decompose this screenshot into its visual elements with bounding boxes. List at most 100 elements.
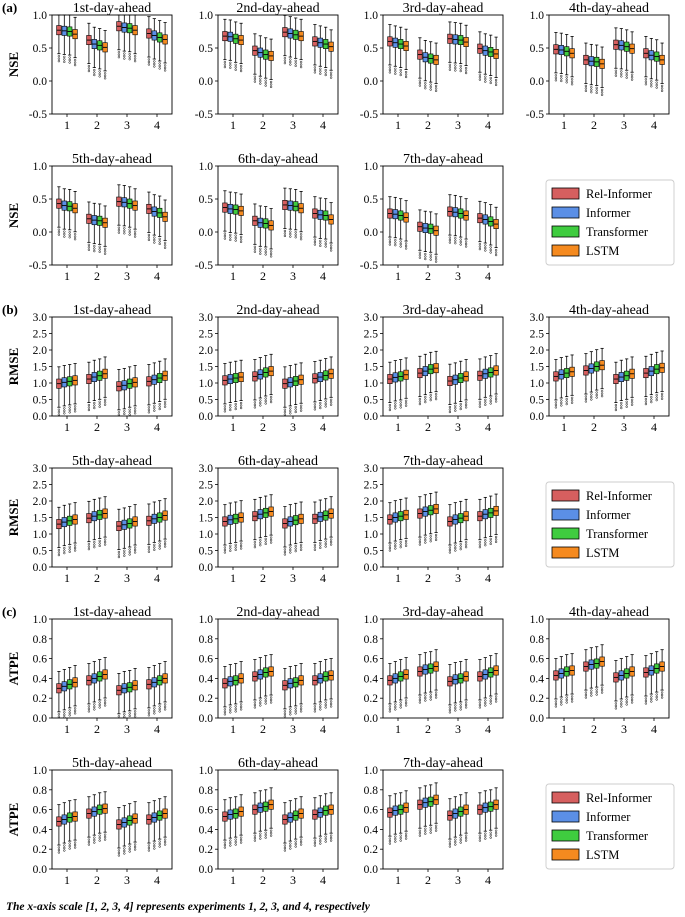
outlier-point	[614, 403, 618, 407]
outlier-point	[660, 87, 664, 90]
box-relinformer-exp1	[553, 359, 559, 409]
outlier-point	[614, 702, 618, 705]
x-tick-label: 4	[154, 269, 160, 283]
box-relinformer-exp3	[447, 504, 453, 554]
box-relinformer-exp3	[282, 668, 288, 718]
outlier-point	[324, 68, 327, 72]
outlier-point	[93, 245, 96, 248]
box-relinformer-exp4	[312, 361, 318, 411]
legend-swatch	[551, 508, 580, 521]
outlier-point	[123, 849, 126, 853]
x-tick-label: 1	[230, 722, 236, 736]
box-relinformer-exp3	[282, 187, 288, 238]
box-transformer-exp2	[97, 497, 103, 547]
box-informer-exp4	[317, 25, 323, 75]
box-relinformer-exp4	[477, 659, 483, 709]
box-informer-exp2	[422, 494, 428, 544]
box-transformer-exp4	[157, 20, 163, 70]
box-relinformer-exp4	[643, 36, 649, 86]
outlier-point	[299, 407, 303, 410]
outlier-point	[234, 66, 237, 69]
outlier-point	[128, 228, 131, 231]
outlier-point	[299, 61, 303, 64]
box-transformer-exp1	[398, 198, 404, 248]
y-tick-label: 1.0	[199, 614, 214, 626]
outlier-point	[478, 73, 482, 76]
y-tick-label: 0.0	[199, 76, 214, 88]
outlier-point	[650, 697, 653, 701]
outlier-point	[57, 57, 61, 60]
outlier-point	[253, 836, 257, 840]
x-tick-label: 2	[425, 571, 431, 585]
outlier-point	[57, 408, 61, 411]
x-tick-label: 1	[395, 420, 401, 434]
box-transformer-exp3	[293, 665, 299, 715]
outlier-point	[223, 410, 227, 413]
box-transformer-exp4	[157, 195, 163, 245]
outlier-point	[117, 229, 121, 232]
outlier-point	[329, 71, 333, 74]
box-relinformer-exp2	[583, 649, 589, 699]
outlier-point	[313, 707, 317, 711]
y-tick-label: 1.0	[364, 161, 379, 173]
outlier-point	[63, 846, 66, 850]
outlier-point	[565, 402, 568, 406]
box-informer-exp1	[61, 504, 67, 555]
outlier-point	[229, 544, 232, 547]
box-relinformer-exp4	[477, 200, 483, 251]
outlier-point	[464, 703, 468, 707]
outlier-point	[554, 79, 558, 82]
box-lstm-exp4	[328, 356, 334, 406]
outlier-point	[394, 402, 397, 405]
y-tick-label: 0.4	[33, 673, 48, 685]
y-tick-label: 0.4	[199, 673, 214, 685]
outlier-point	[98, 248, 101, 251]
outlier-point	[229, 403, 232, 407]
outlier-point	[153, 709, 156, 713]
outlier-point	[73, 544, 77, 547]
outlier-point	[655, 695, 658, 699]
outlier-point	[388, 68, 392, 72]
outlier-point	[584, 693, 588, 697]
outlier-point	[324, 835, 327, 838]
y-axis-label: ATPE	[6, 652, 21, 686]
outlier-point	[133, 710, 137, 713]
outlier-point	[399, 242, 402, 246]
box-relinformer-exp1	[222, 363, 228, 413]
outlier-point	[234, 407, 237, 411]
outlier-point	[620, 75, 623, 78]
box-relinformer-exp3	[447, 21, 453, 71]
box-transformer-exp4	[323, 498, 329, 548]
outlier-point	[283, 234, 287, 238]
outlier-point	[454, 843, 457, 846]
x-tick-label: 1	[64, 722, 70, 736]
outlier-point	[283, 548, 287, 551]
box-informer-exp4	[317, 661, 323, 711]
outlier-point	[494, 535, 498, 539]
outlier-point	[554, 406, 558, 409]
outlier-point	[418, 538, 422, 541]
outlier-point	[73, 846, 77, 849]
legend-label: Informer	[586, 206, 631, 220]
y-tick-label: 0.8	[364, 785, 379, 797]
outlier-point	[584, 691, 588, 694]
y-tick-label: 3.0	[199, 463, 214, 475]
outlier-point	[57, 411, 61, 414]
box-lstm-exp2	[102, 791, 108, 841]
outlier-point	[98, 72, 101, 76]
outlier-point	[234, 705, 237, 708]
outlier-point	[133, 409, 137, 413]
outlier-point	[434, 87, 438, 90]
box-lstm-exp4	[493, 653, 499, 703]
box-informer-exp3	[287, 800, 293, 850]
subplot-title: 7th-day-ahead	[403, 152, 483, 167]
outlier-point	[404, 544, 408, 547]
outlier-point	[394, 407, 397, 410]
outlier-point	[454, 69, 457, 72]
outlier-point	[313, 546, 317, 549]
outlier-point	[459, 547, 462, 551]
outlier-point	[294, 236, 297, 239]
